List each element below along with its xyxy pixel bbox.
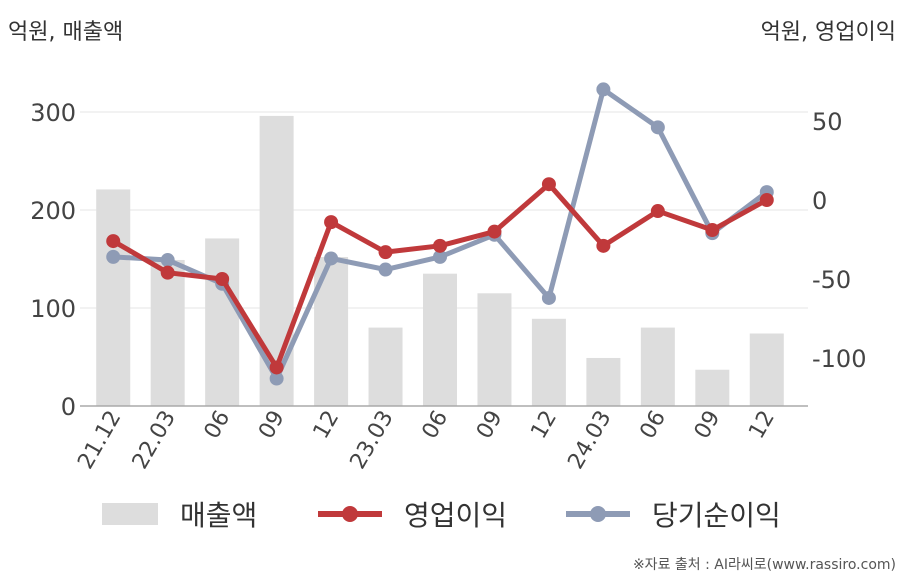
legend-item-revenue: 매출액 xyxy=(102,492,257,536)
right-tick-label: -50 xyxy=(812,266,851,294)
point-net-income xyxy=(269,371,284,386)
point-operating-profit xyxy=(596,238,611,253)
bar-revenue xyxy=(96,189,131,406)
x-tick-label: 09 xyxy=(254,407,290,444)
left-tick-label: 300 xyxy=(30,99,76,127)
left-axis-unit: 억원, 매출액 xyxy=(8,20,124,45)
bar-revenue xyxy=(695,369,730,406)
point-operating-profit xyxy=(269,360,284,375)
point-net-income xyxy=(650,120,665,135)
right-tick-label: -100 xyxy=(812,345,866,373)
bar-revenue xyxy=(586,357,621,406)
x-tick-label: 06 xyxy=(418,407,454,444)
point-net-income xyxy=(160,253,175,268)
point-net-income xyxy=(541,290,556,305)
point-net-income xyxy=(596,82,611,97)
bar-revenue xyxy=(205,238,240,406)
point-operating-profit xyxy=(759,193,774,207)
x-tick-label: 09 xyxy=(690,407,726,444)
right-tick-label: 0 xyxy=(812,187,827,215)
legend-swatch-operating-profit xyxy=(318,503,382,525)
source-note: ※자료 출처 : AI라씨로(www.rassiro.com) xyxy=(632,557,896,573)
left-tick-label: 0 xyxy=(61,393,76,421)
bar-revenue xyxy=(150,259,185,406)
bar-revenue xyxy=(368,327,403,406)
legend-swatch-revenue xyxy=(102,503,158,525)
point-net-income xyxy=(433,249,447,264)
x-tick-label: 12 xyxy=(309,407,345,444)
point-operating-profit xyxy=(487,224,502,239)
left-tick-label: 200 xyxy=(30,197,76,225)
bar-revenue xyxy=(640,327,675,406)
x-tick-label: 06 xyxy=(200,407,236,444)
bar-revenue xyxy=(423,273,457,406)
legend-label-revenue: 매출액 xyxy=(180,499,258,532)
point-operating-profit xyxy=(650,204,665,219)
x-tick-label: 12 xyxy=(744,407,780,444)
legend-item-net-income: 당기순이익 xyxy=(566,492,781,536)
legend-label-net-income: 당기순이익 xyxy=(652,499,781,532)
bar-revenue xyxy=(531,318,566,406)
point-net-income xyxy=(106,249,121,264)
point-net-income xyxy=(324,251,339,266)
point-operating-profit xyxy=(541,177,556,192)
point-operating-profit xyxy=(705,223,720,238)
x-tick-label: 24.03 xyxy=(563,407,616,474)
right-axis-unit: 억원, 영업이익 xyxy=(760,20,896,45)
left-tick-label: 100 xyxy=(30,295,76,323)
x-tick-label: 06 xyxy=(635,407,671,444)
point-operating-profit xyxy=(378,245,393,260)
x-tick-label: 21.12 xyxy=(73,407,126,474)
bar-revenue xyxy=(477,293,512,406)
point-net-income xyxy=(378,262,393,277)
x-tick-label: 09 xyxy=(472,407,508,444)
point-operating-profit xyxy=(160,265,175,280)
point-operating-profit xyxy=(433,238,447,253)
x-tick-label: 22.03 xyxy=(128,407,181,474)
legend-label-operating-profit: 영업이익 xyxy=(404,499,508,532)
legend: 매출액 영업이익 당기순이익 xyxy=(0,492,908,536)
right-tick-label: 50 xyxy=(812,108,843,136)
x-tick-label: 23.03 xyxy=(346,407,399,474)
point-operating-profit xyxy=(106,234,121,249)
legend-item-operating-profit: 영업이익 xyxy=(318,492,507,536)
point-operating-profit xyxy=(324,215,339,230)
x-tick-label: 12 xyxy=(526,407,562,444)
point-operating-profit xyxy=(215,272,230,286)
legend-swatch-net-income xyxy=(566,503,630,525)
bar-revenue xyxy=(749,333,784,406)
